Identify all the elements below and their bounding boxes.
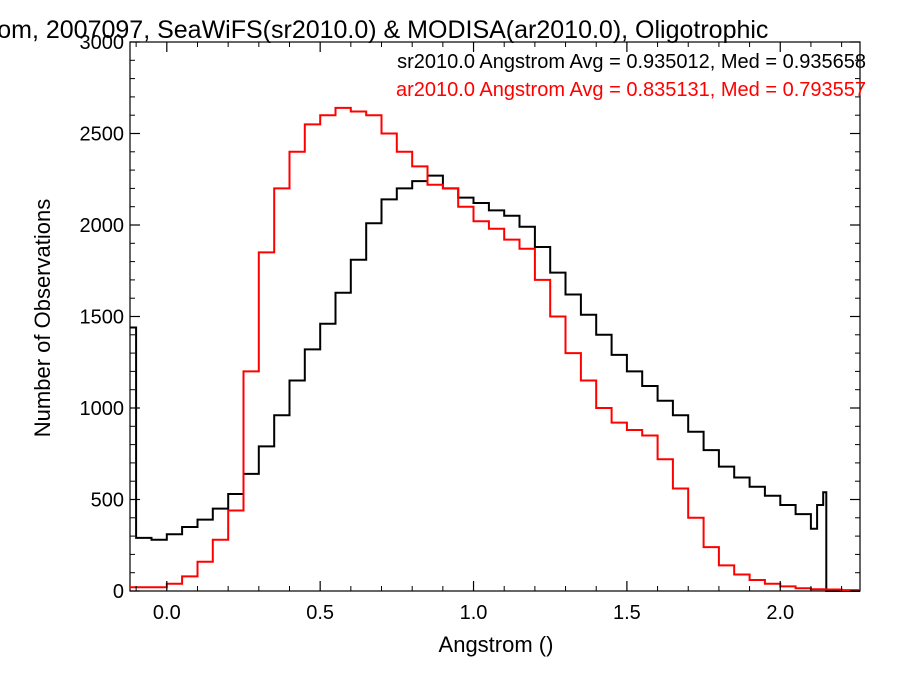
x-axis-label: Angstrom () [439,632,554,657]
plot-frame [129,41,861,592]
series-line-ar2010.0 [130,106,860,592]
x-tick-label: 1.0 [460,602,488,624]
chart-title: Angstrom, 2007097, SeaWiFS(sr2010.0) & M… [0,16,768,44]
x-axis: 0.0 0.5 1.0 1.5 2.0 [135,42,843,624]
y-tick-label: 500 [91,490,124,512]
plot-area [129,41,861,592]
y-tick-label: 3000 [80,32,125,54]
x-tick-label: 0.0 [153,602,181,624]
y-tick-label: 2500 [80,124,125,146]
y-tick-label: 0 [113,581,124,603]
y-tick-label: 1000 [80,398,125,420]
x-tick-label: 0.5 [306,602,334,624]
x-tick-label: 1.5 [613,602,641,624]
legend-entry-ar2010: ar2010.0 Angstrom Avg = 0.835131, Med = … [396,79,866,101]
y-axis: 0 500 1000 1500 2000 2500 3000 [80,32,860,603]
y-axis-label: Number of Observations [30,199,55,437]
y-tick-label: 2000 [80,215,125,237]
x-tick-label: 2.0 [766,602,794,624]
legend-entry-sr2010: sr2010.0 Angstrom Avg = 0.935012, Med = … [397,51,866,73]
series-line-sr2010.0 [130,174,860,592]
y-tick-label: 1500 [80,307,125,329]
